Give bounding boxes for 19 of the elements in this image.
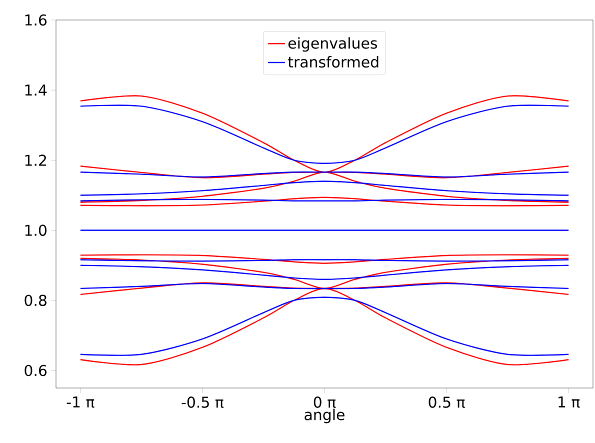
y-tick-label: 1.2 [25,154,46,166]
line-series [80,296,570,356]
y-tick-label: 0.6 [24,364,47,376]
x-axis-title: angle [304,408,344,424]
legend-label: transformed [288,56,378,68]
x-tick-label: 1 π [558,396,580,408]
x-tick-label: 0.5 π [428,396,465,408]
line-series [80,166,570,178]
legend-label: eigenvalues [288,37,378,52]
y-tick-label: 1.6 [25,14,47,26]
x-tick-label: -0.5 π [182,396,224,408]
line-series [80,180,570,196]
line-series [80,104,570,164]
y-tick-label: 1.4 [25,84,47,96]
x-tick-label: -1 π [66,396,94,408]
x-tick-label: 0 π [314,396,336,408]
y-tick-label: 1.0 [25,224,46,236]
y-tick-label: 0.8 [24,294,46,306]
line-series [80,264,570,280]
